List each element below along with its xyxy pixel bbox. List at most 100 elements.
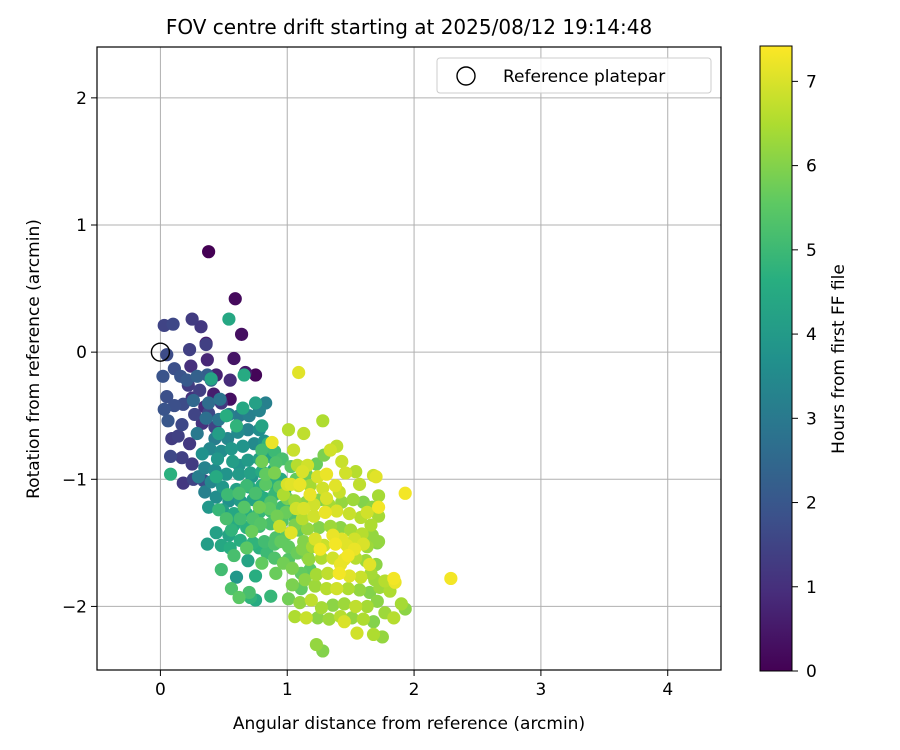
scatter-point [163, 449, 178, 463]
scatter-point [285, 578, 299, 592]
scatter-point [335, 454, 349, 469]
scatter-point [193, 383, 207, 397]
scatter-point [161, 414, 175, 428]
colorbar-tick-label: 1 [806, 578, 817, 598]
reference-platepar-marker [150, 342, 171, 362]
scatter-point [175, 418, 189, 432]
scatter-point [264, 589, 278, 603]
scatter-point [214, 562, 228, 577]
scatter-point [394, 597, 408, 611]
scatter-point [308, 532, 322, 546]
scatter-point [322, 612, 336, 626]
scatter-point [237, 500, 251, 514]
scatter-point [219, 467, 233, 481]
scatter-point [285, 561, 299, 575]
x-axis-ticks: 0 1 2 3 4 [155, 670, 673, 700]
scatter-point [213, 392, 227, 406]
colorbar-label: Hours from first FF file [829, 264, 849, 454]
scatter-point [319, 582, 334, 596]
scatter-point [342, 507, 356, 521]
scatter-point [184, 359, 198, 373]
scatter-point [185, 457, 199, 471]
scatter-point [303, 487, 317, 502]
scatter-point [209, 470, 223, 484]
scatter-point [255, 556, 269, 570]
scatter-point [330, 504, 344, 518]
scatter-point [371, 500, 386, 514]
colorbar: 0 1 2 3 4 5 6 7 Hours from first FF file [759, 45, 849, 682]
scatter-point [175, 451, 189, 465]
scatter-point [312, 521, 326, 535]
scatter-point [194, 320, 208, 334]
scatter-point [288, 610, 302, 624]
scatter-point [241, 554, 255, 568]
chart-title: FOV centre drift starting at 2025/08/12 … [166, 15, 652, 39]
scatter-point [233, 512, 247, 526]
scatter-point [199, 411, 213, 425]
scatter-point [326, 598, 340, 612]
scatter-point [354, 570, 368, 584]
scatter-point [255, 454, 269, 469]
scatter-point [350, 626, 364, 640]
y-tick-label: −1 [62, 470, 87, 490]
scatter-point [292, 365, 306, 380]
scatter-point [200, 537, 214, 551]
scatter-point [212, 426, 226, 441]
legend: Reference platepar [436, 57, 712, 94]
scatter-point [304, 593, 318, 607]
scatter-point [219, 409, 233, 423]
scatter-point [309, 568, 324, 582]
scatter-point [341, 582, 355, 596]
scatter-point [243, 466, 258, 480]
scatter-point [274, 534, 288, 549]
colorbar-tick-label: 0 [806, 662, 817, 682]
scatter-point [167, 398, 181, 413]
scatter-point [371, 534, 386, 549]
scatter-point [224, 523, 239, 537]
x-tick-label: 2 [409, 680, 420, 700]
scatter-point [284, 526, 298, 540]
scatter-point [182, 437, 197, 451]
scatter-point [199, 337, 213, 352]
scatter-point [371, 489, 386, 503]
scatter-point [293, 477, 307, 491]
scatter-point [265, 435, 279, 450]
scatter-point [236, 439, 250, 453]
colorbar-tick-label: 7 [806, 72, 817, 92]
scatter-point [171, 429, 185, 443]
colorbar-gradient [759, 45, 793, 672]
scatter-point [200, 353, 214, 367]
scatter-point [229, 570, 244, 584]
scatter-point [202, 396, 216, 410]
scatter-point [286, 443, 301, 457]
scatter-point [318, 505, 332, 519]
scatter-point [307, 498, 321, 512]
scatter-point [364, 518, 378, 532]
scatter-point [328, 479, 343, 493]
scatter-point [232, 486, 246, 500]
scatter-point [444, 571, 458, 586]
scatter-point [297, 501, 311, 516]
y-tick-label: −2 [62, 597, 87, 617]
scatter-point [369, 470, 383, 484]
scatter-point [302, 552, 316, 566]
colorbar-tick-label: 5 [806, 241, 817, 261]
scatter-point [316, 481, 330, 495]
scatter-point [387, 571, 401, 586]
scatter-point [328, 537, 343, 551]
colorbar-tick-label: 3 [806, 409, 817, 429]
scatter-point [190, 369, 204, 383]
scatter-point [248, 368, 263, 382]
reference-marker [150, 342, 171, 362]
scatter-point [298, 573, 312, 587]
scatter-point [180, 373, 194, 387]
x-tick-label: 4 [662, 680, 673, 700]
scatter-point [255, 443, 269, 457]
scatter-point [185, 312, 199, 326]
scatter-point [176, 476, 190, 490]
scatter-point [236, 401, 250, 415]
scatter-point [202, 500, 216, 514]
legend-reference-marker [456, 66, 476, 86]
scatter-point [166, 317, 180, 331]
